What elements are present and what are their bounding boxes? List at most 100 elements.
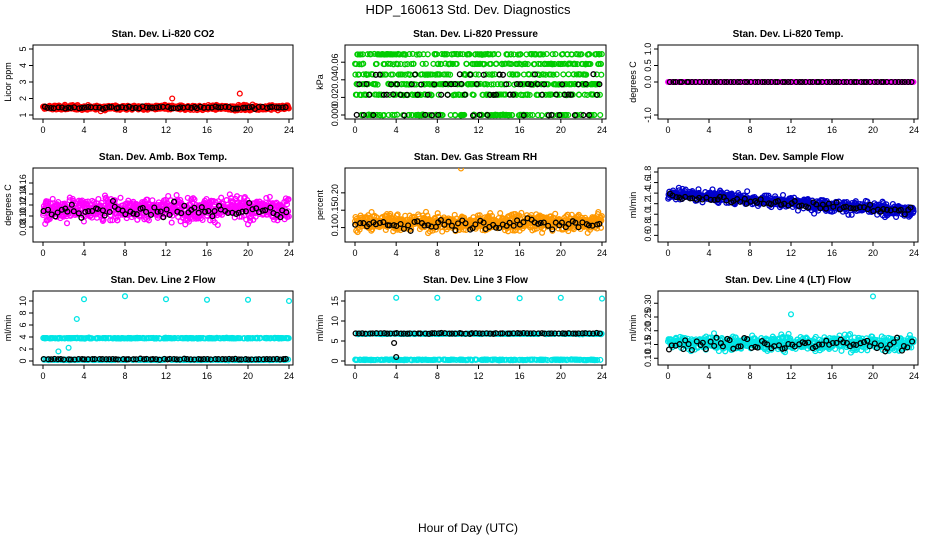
point: [408, 81, 415, 88]
point: [85, 208, 92, 215]
point: [847, 205, 854, 212]
point: [160, 214, 167, 221]
plot-frame: [344, 167, 607, 243]
point: [847, 78, 854, 86]
y-axis-label: Licor ppm: [3, 62, 13, 102]
point: [880, 206, 887, 213]
point: [524, 61, 531, 68]
point: [356, 61, 363, 68]
point: [269, 200, 276, 207]
point: [564, 211, 571, 218]
point: [880, 78, 887, 86]
point: [476, 212, 483, 219]
point: [222, 103, 229, 110]
point: [130, 356, 137, 363]
point: [416, 112, 423, 119]
y-axis-label: ml/min: [628, 192, 638, 219]
point: [891, 206, 898, 213]
point: [267, 204, 274, 211]
point: [486, 91, 494, 98]
point: [559, 81, 566, 88]
point: [568, 91, 575, 98]
point: [496, 71, 503, 78]
point: [387, 60, 394, 67]
point: [497, 210, 504, 217]
point: [157, 208, 164, 215]
x-tick-label: 24: [597, 248, 607, 258]
point: [126, 103, 133, 110]
point: [406, 51, 413, 58]
x-tick-label: 4: [81, 248, 86, 258]
point: [352, 71, 359, 78]
point: [850, 205, 857, 212]
point: [369, 226, 376, 233]
point: [397, 220, 404, 228]
point: [410, 60, 417, 67]
point: [793, 78, 800, 86]
point: [232, 355, 239, 362]
point: [168, 219, 175, 226]
point: [510, 91, 517, 98]
point: [520, 112, 527, 119]
point: [892, 78, 899, 86]
point: [535, 60, 542, 67]
point: [356, 226, 363, 233]
x-tick-label: 16: [515, 371, 525, 381]
point: [531, 219, 538, 226]
point: [833, 78, 840, 86]
point: [578, 51, 585, 58]
point: [509, 112, 516, 119]
x-tick-label: 20: [243, 125, 253, 135]
point: [404, 61, 411, 68]
point: [779, 191, 787, 199]
point: [266, 193, 273, 200]
point: [472, 71, 479, 78]
point: [526, 71, 533, 78]
point: [373, 111, 381, 118]
figure-xlabel: Hour of Day (UTC): [418, 521, 518, 535]
point: [213, 334, 220, 341]
point: [863, 78, 870, 86]
point: [360, 220, 367, 227]
panel-title: Stan. Dev. Line 3 Flow: [423, 275, 528, 286]
y-tick-label: 0.0: [643, 76, 653, 89]
point: [226, 355, 233, 362]
point: [259, 207, 266, 214]
x-tick-label: 12: [473, 371, 483, 381]
plot-frame: [32, 290, 294, 366]
x-tick-label: 20: [868, 125, 878, 135]
panel-temp: Stan. Dev. Li-820 Temp.degrees C0 4 8 12 16 2…: [628, 29, 919, 135]
point: [666, 78, 673, 86]
point: [593, 91, 600, 98]
point: [687, 195, 694, 202]
point: [81, 104, 88, 111]
point: [514, 217, 521, 224]
point: [444, 91, 451, 98]
x-tick-label: 16: [515, 248, 525, 258]
point: [152, 356, 160, 363]
point: [277, 356, 284, 363]
point: [565, 91, 572, 98]
y-tick-label: 0.02: [330, 89, 340, 107]
y-tick-label: 1: [18, 112, 28, 117]
point: [424, 51, 431, 58]
point: [813, 201, 820, 208]
point: [385, 111, 392, 119]
point: [437, 216, 444, 224]
point: [402, 51, 409, 58]
point: [901, 78, 908, 86]
point: [360, 111, 367, 119]
point: [523, 111, 531, 118]
point: [394, 61, 401, 68]
point: [561, 91, 568, 98]
x-tick-label: 0: [40, 248, 45, 258]
point: [545, 81, 552, 88]
point: [54, 209, 61, 216]
point: [897, 206, 904, 213]
x-tick-label: 20: [243, 248, 253, 258]
point: [734, 78, 741, 86]
point: [744, 78, 751, 86]
point: [448, 81, 455, 88]
plot-frame: [344, 44, 607, 120]
point: [212, 356, 219, 363]
